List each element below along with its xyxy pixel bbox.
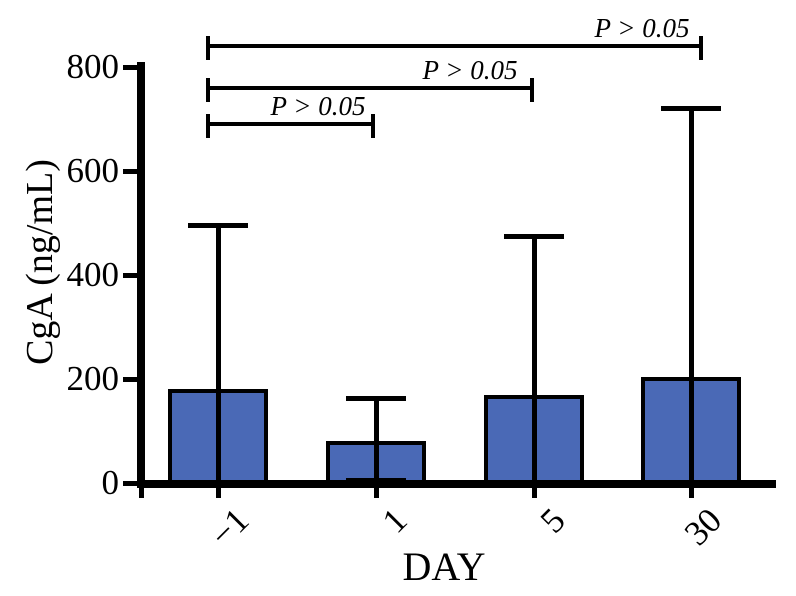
error-bar-cap-top — [661, 106, 721, 112]
bracket-end-right — [530, 78, 534, 102]
x-tick-label: −1 — [202, 500, 257, 555]
y-tick-label: 0 — [101, 463, 120, 502]
x-tick — [688, 488, 694, 498]
x-tick-label: 5 — [532, 500, 573, 541]
y-tick-label: 200 — [66, 359, 120, 398]
error-bar-stem — [531, 236, 537, 485]
x-tick — [531, 488, 537, 498]
y-tick — [123, 168, 137, 174]
x-tick — [138, 488, 144, 498]
y-tick — [123, 64, 137, 70]
error-bar-stem — [688, 108, 694, 485]
y-tick-label: 600 — [66, 151, 120, 190]
x-tick — [373, 488, 379, 498]
significance-label: P > 0.05 — [422, 55, 518, 85]
significance-label: P > 0.05 — [270, 91, 366, 121]
y-tick-label: 800 — [66, 47, 120, 86]
bracket-end-left — [206, 36, 210, 60]
x-tick-label: 1 — [374, 500, 415, 541]
bracket-line — [206, 122, 375, 126]
error-bar-stem — [373, 398, 379, 483]
x-tick-label: 30 — [676, 500, 730, 553]
y-tick — [123, 480, 137, 486]
significance-label: P > 0.05 — [594, 13, 690, 43]
error-bar-cap-top — [346, 396, 406, 402]
bracket-end-right — [699, 36, 703, 60]
y-axis — [137, 62, 145, 488]
x-axis — [137, 480, 776, 488]
x-tick — [215, 488, 221, 498]
x-axis-title: DAY — [402, 544, 486, 589]
y-tick — [123, 376, 137, 382]
bracket-line — [206, 86, 534, 90]
bracket-end-left — [206, 114, 210, 138]
bracket-end-right — [371, 114, 375, 138]
bracket-line — [206, 44, 703, 48]
error-bar-cap-top — [504, 233, 564, 239]
bracket-end-left — [206, 78, 210, 102]
error-bar-cap-top — [188, 223, 248, 229]
error-bar-stem — [215, 225, 221, 485]
y-tick-label: 400 — [66, 255, 120, 294]
y-tick — [123, 272, 137, 278]
